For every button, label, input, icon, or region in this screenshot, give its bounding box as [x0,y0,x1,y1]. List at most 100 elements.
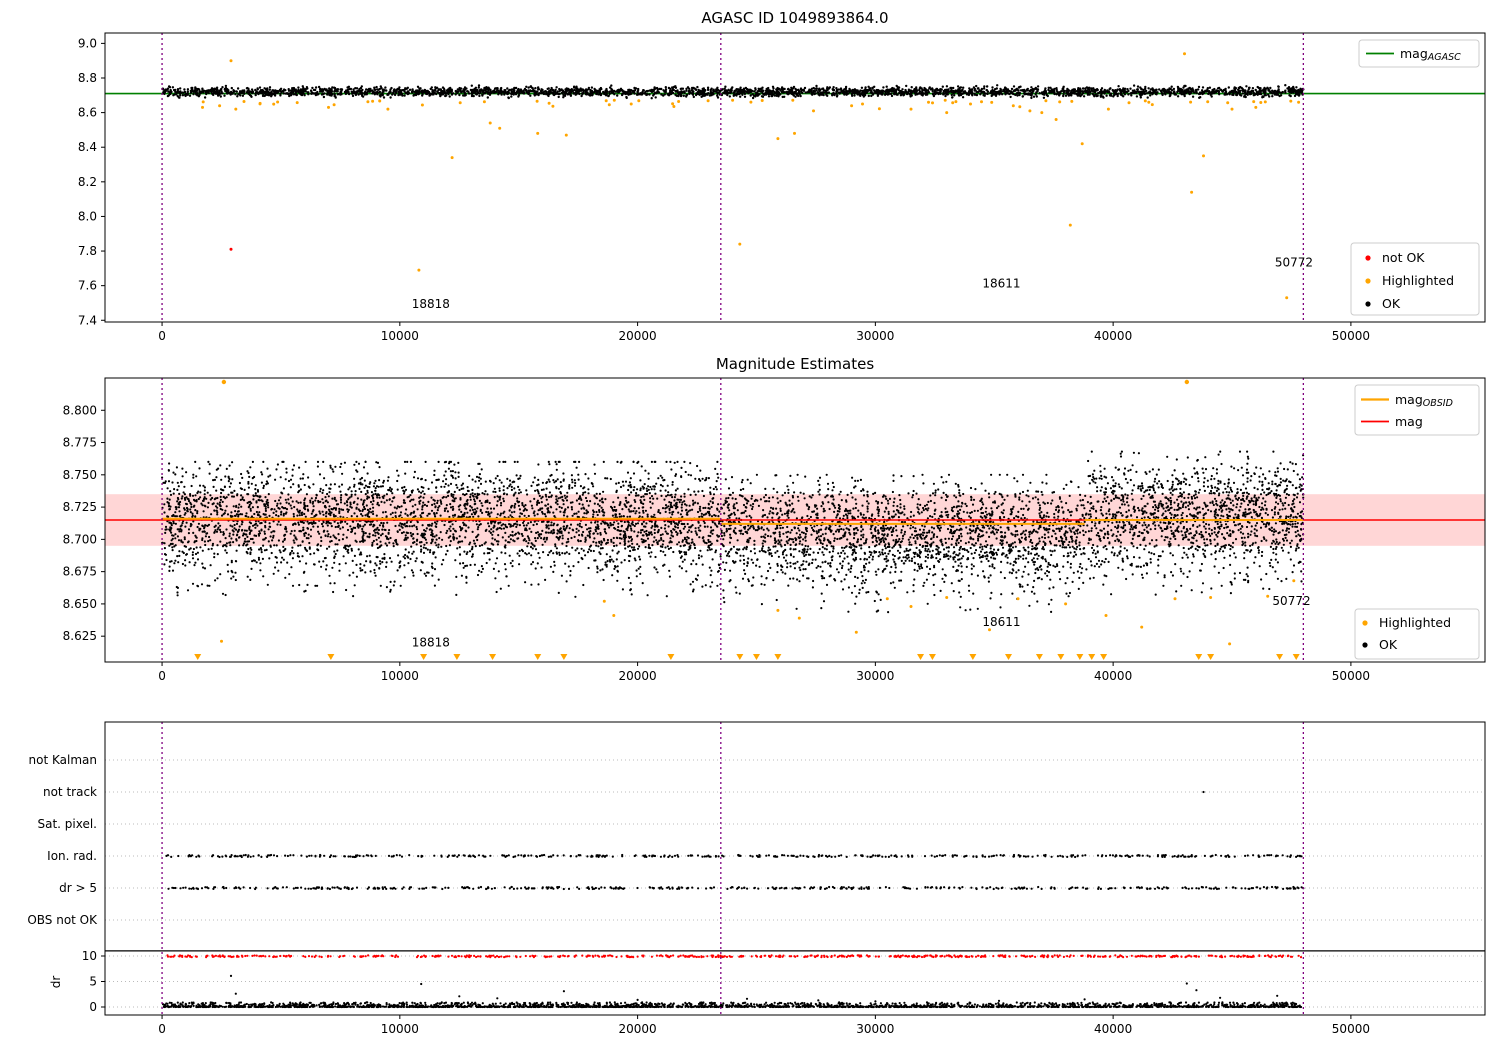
clipped-low-marker [327,654,335,660]
y-tick-label: 8.8 [78,71,97,85]
highlighted-points [220,579,1296,646]
dr-tick-label: 0 [89,1000,97,1014]
x-tick-label: 0 [158,669,166,683]
dr-tick-label: 5 [89,975,97,989]
x-tick-label: 20000 [619,669,657,683]
clipped-high-marker [221,379,227,385]
row-label: Sat. pixel. [37,817,97,831]
x-tick-label: 10000 [381,1022,419,1036]
plot2-marker-legend: Highlighted OK [1354,608,1480,660]
legend-label-not-ok: not OK [1382,250,1425,265]
row-label: dr > 5 [59,881,97,895]
y-tick-label: 8.700 [63,532,97,546]
flag-points-row3 [165,853,1303,859]
plot1-title: AGASC ID 1049893864.0 [701,9,888,27]
axes-frame [104,32,1486,323]
x-tick-label: 20000 [619,1022,657,1036]
clipped-low-marker [1005,654,1013,660]
clipped-low-marker [194,654,202,660]
y-tick-label: 9.0 [78,36,97,50]
axes-frame [104,721,1486,1016]
y-tick-label: 7.6 [78,279,97,293]
x-tick-label: 10000 [381,329,419,343]
x-tick-label: 30000 [856,1022,894,1036]
row-label: not Kalman [29,753,97,767]
x-tick-label: 40000 [1094,1022,1132,1036]
legend-box [1354,608,1480,660]
obsid-annotation: 18611 [982,615,1020,629]
legend-box [1354,384,1480,436]
legend-label-mag-obsid: magOBSID [1395,392,1453,409]
ok-marker-icon [1365,301,1371,307]
y-tick-label: 8.0 [78,209,97,223]
dr-red-points [166,954,1303,959]
clipped-low-marker [1100,654,1108,660]
obsid-annotation: 50772 [1275,256,1313,270]
plot2-line-legend: magOBSID mag [1354,384,1480,436]
obsid-annotation: 18611 [982,276,1020,290]
clipped-low-marker [1076,654,1084,660]
plot-flags-dr: not Kalman not track Sat. pixel. Ion. rad. d… [27,721,1486,1036]
ok-points [161,84,1305,100]
clipped-low-marker [1035,654,1043,660]
y-tick-label: 8.650 [63,597,97,611]
row-label: OBS not OK [27,913,98,927]
clipped-low-marker [560,654,568,660]
y-tick-label: 8.6 [78,106,97,120]
clipped-low-marker [736,654,744,660]
clipped-low-marker [534,654,542,660]
clipped-low-marker [1088,654,1096,660]
ok-marker-icon [1362,642,1368,648]
x-tick-label: 40000 [1094,329,1132,343]
plot2-title: Magnitude Estimates [716,355,874,373]
x-tick-label: 10000 [381,669,419,683]
x-tick-label: 50000 [1332,1022,1370,1036]
clipped-low-marker [453,654,461,660]
clipped-low-marker [667,654,675,660]
clipped-high-marker [1184,379,1190,385]
obsid-annotation: 50772 [1272,594,1310,608]
y-tick-label: 8.800 [63,403,97,417]
highlighted-points [201,52,1301,300]
y-tick-label: 7.8 [78,244,97,258]
plot1-marker-legend: not OK Highlighted OK [1350,242,1480,316]
dr-tick-label: 10 [82,949,97,963]
clipped-low-marker [752,654,760,660]
legend-label-mag-agasc: magAGASC [1400,46,1461,63]
legend-box [1358,39,1480,68]
legend-box [1350,242,1480,316]
y-tick-label: 8.625 [63,629,97,643]
y-tick-label: 8.4 [78,140,97,154]
x-tick-label: 50000 [1332,669,1370,683]
x-tick-label: 0 [158,329,166,343]
legend-label-highlighted: Highlighted [1382,273,1454,288]
plot1-line-legend: magAGASC [1358,39,1480,68]
x-tick-label: 0 [158,1022,166,1036]
ok-points [161,460,722,598]
x-tick-label: 30000 [856,669,894,683]
clipped-low-marker [774,654,782,660]
not-ok-marker-icon [1365,255,1371,261]
highlighted-marker-icon [1365,278,1371,284]
y-tick-label: 8.750 [63,468,97,482]
clipped-low-marker [928,654,936,660]
clipped-low-marker [1276,654,1284,660]
obsid-annotation: 18818 [412,636,450,650]
x-tick-label: 40000 [1094,669,1132,683]
clipped-low-marker [969,654,977,660]
row-label: not track [43,785,97,799]
plot-magnitude-estimates: 18818 18611 50772 0 10000 20000 30000 40000 5000… [63,377,1486,683]
clipped-low-marker [1195,654,1203,660]
y-tick-label: 7.4 [78,313,97,327]
clipped-low-marker [1057,654,1065,660]
highlighted-marker-icon [1362,620,1368,626]
legend-label-mag: mag [1395,414,1423,429]
ok-points [720,473,1086,614]
y-tick-label: 8.775 [63,436,97,450]
x-tick-label: 20000 [619,329,657,343]
axes-frame [104,377,1486,663]
clipped-low-marker [420,654,428,660]
row-label: Ion. rad. [47,849,97,863]
